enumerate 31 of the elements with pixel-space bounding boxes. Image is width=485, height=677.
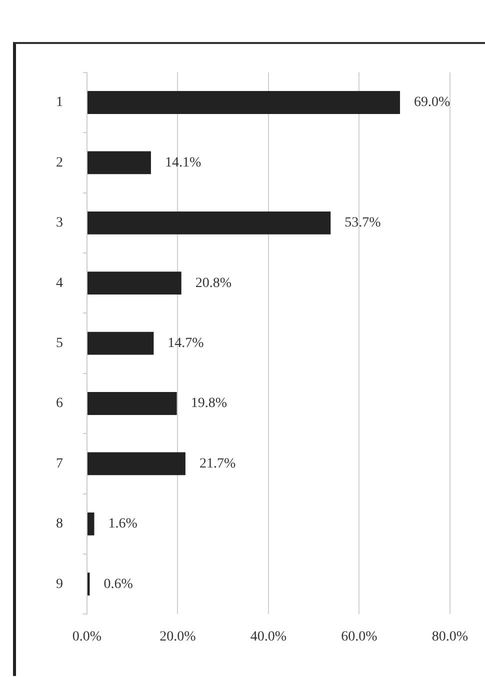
y-tick-label: 4	[56, 276, 63, 291]
y-tick-label: 9	[56, 576, 63, 592]
data-label: 21.7%	[199, 456, 236, 472]
x-tick-label: 40.0%	[250, 629, 287, 644]
x-tick-label: 60.0%	[341, 629, 378, 644]
bar	[88, 392, 177, 415]
x-tick-label: 80.0%	[432, 629, 468, 644]
data-label: 14.7%	[168, 336, 204, 351]
bar	[88, 512, 94, 536]
bar	[88, 272, 182, 295]
data-label: 0.6%	[104, 576, 134, 592]
y-tick-label: 7	[56, 456, 63, 472]
data-label: 19.8%	[190, 396, 228, 412]
y-tick-label: 3	[56, 216, 63, 231]
y-tick-label: 5	[56, 336, 63, 351]
bar	[88, 151, 151, 174]
y-tick-label: 2	[56, 155, 63, 170]
bar	[88, 332, 154, 355]
bar	[88, 91, 400, 114]
data-label: 14.1%	[164, 155, 202, 170]
y-tick-label: 8	[56, 516, 63, 532]
y-tick-label: 6	[56, 396, 63, 412]
x-tick-label: 20.0%	[160, 629, 196, 644]
x-tick-label: 0.0%	[72, 629, 102, 644]
bar	[88, 211, 331, 234]
data-label: 53.7%	[344, 216, 382, 231]
data-label: 20.8%	[195, 276, 232, 291]
y-tick-label: 1	[56, 95, 63, 110]
bar	[88, 452, 186, 476]
data-label: 69.0%	[414, 95, 451, 110]
data-label: 1.6%	[108, 516, 138, 532]
